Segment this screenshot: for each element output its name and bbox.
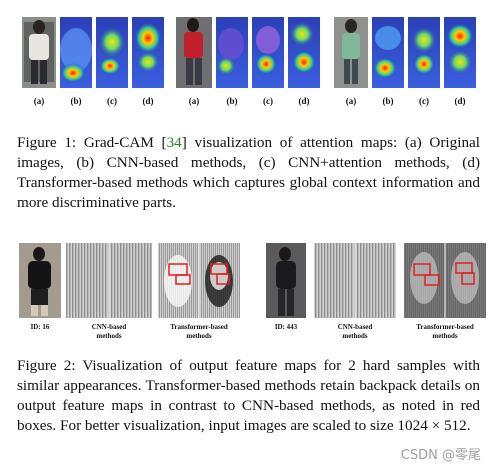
fig1-label-1b: (b) (70, 96, 82, 106)
fig1-label-1a: (a) (33, 96, 45, 106)
fig1-label-2d: (d) (298, 96, 310, 106)
figure1-caption: Figure 1: Grad-CAM [34] visualization of… (17, 133, 480, 213)
watermark: CSDN @零尾 (400, 448, 481, 463)
fig1-label-3a: (a) (345, 96, 357, 106)
figure1-caption-suffix: ] visualization of attention maps: (a) O… (17, 134, 481, 211)
fig2-right-sample (266, 243, 486, 318)
fig1-label-2b: (b) (226, 96, 238, 106)
figure2-caption: Figure 2: Visualization of output featur… (17, 357, 480, 434)
figure1-caption-prefix: Figure 1: Grad-CAM [ (17, 134, 167, 151)
fig1-label-3c: (c) (419, 96, 429, 106)
fig2-left-id-label: ID: 16 (30, 323, 50, 331)
fig1-label-3d: (d) (454, 96, 466, 106)
fig1-label-2a: (a) (188, 96, 200, 106)
fig2-left-sample (19, 243, 240, 318)
figure1-images (22, 17, 476, 88)
fig1-label-1d: (d) (142, 96, 154, 106)
fig2-right-cnn-label: CNN-based methods (337, 323, 373, 340)
figure1-citation-link[interactable]: 34 (166, 134, 182, 151)
fig1-group2 (176, 17, 320, 88)
fig2-left-cnn-label: CNN-based methods (91, 323, 127, 340)
fig1-label-1c: (c) (107, 96, 117, 106)
fig2-right-transformer-label: Transformer-based methods (416, 323, 474, 340)
fig2-right-id-label: ID: 443 (274, 323, 298, 331)
fig1-label-2c: (c) (263, 96, 273, 106)
figure2-images (19, 243, 486, 318)
fig1-group1 (22, 17, 164, 88)
fig1-group3 (334, 17, 476, 88)
fig1-label-3b: (b) (382, 96, 394, 106)
fig2-left-transformer-label: Transformer-based methods (170, 323, 228, 340)
